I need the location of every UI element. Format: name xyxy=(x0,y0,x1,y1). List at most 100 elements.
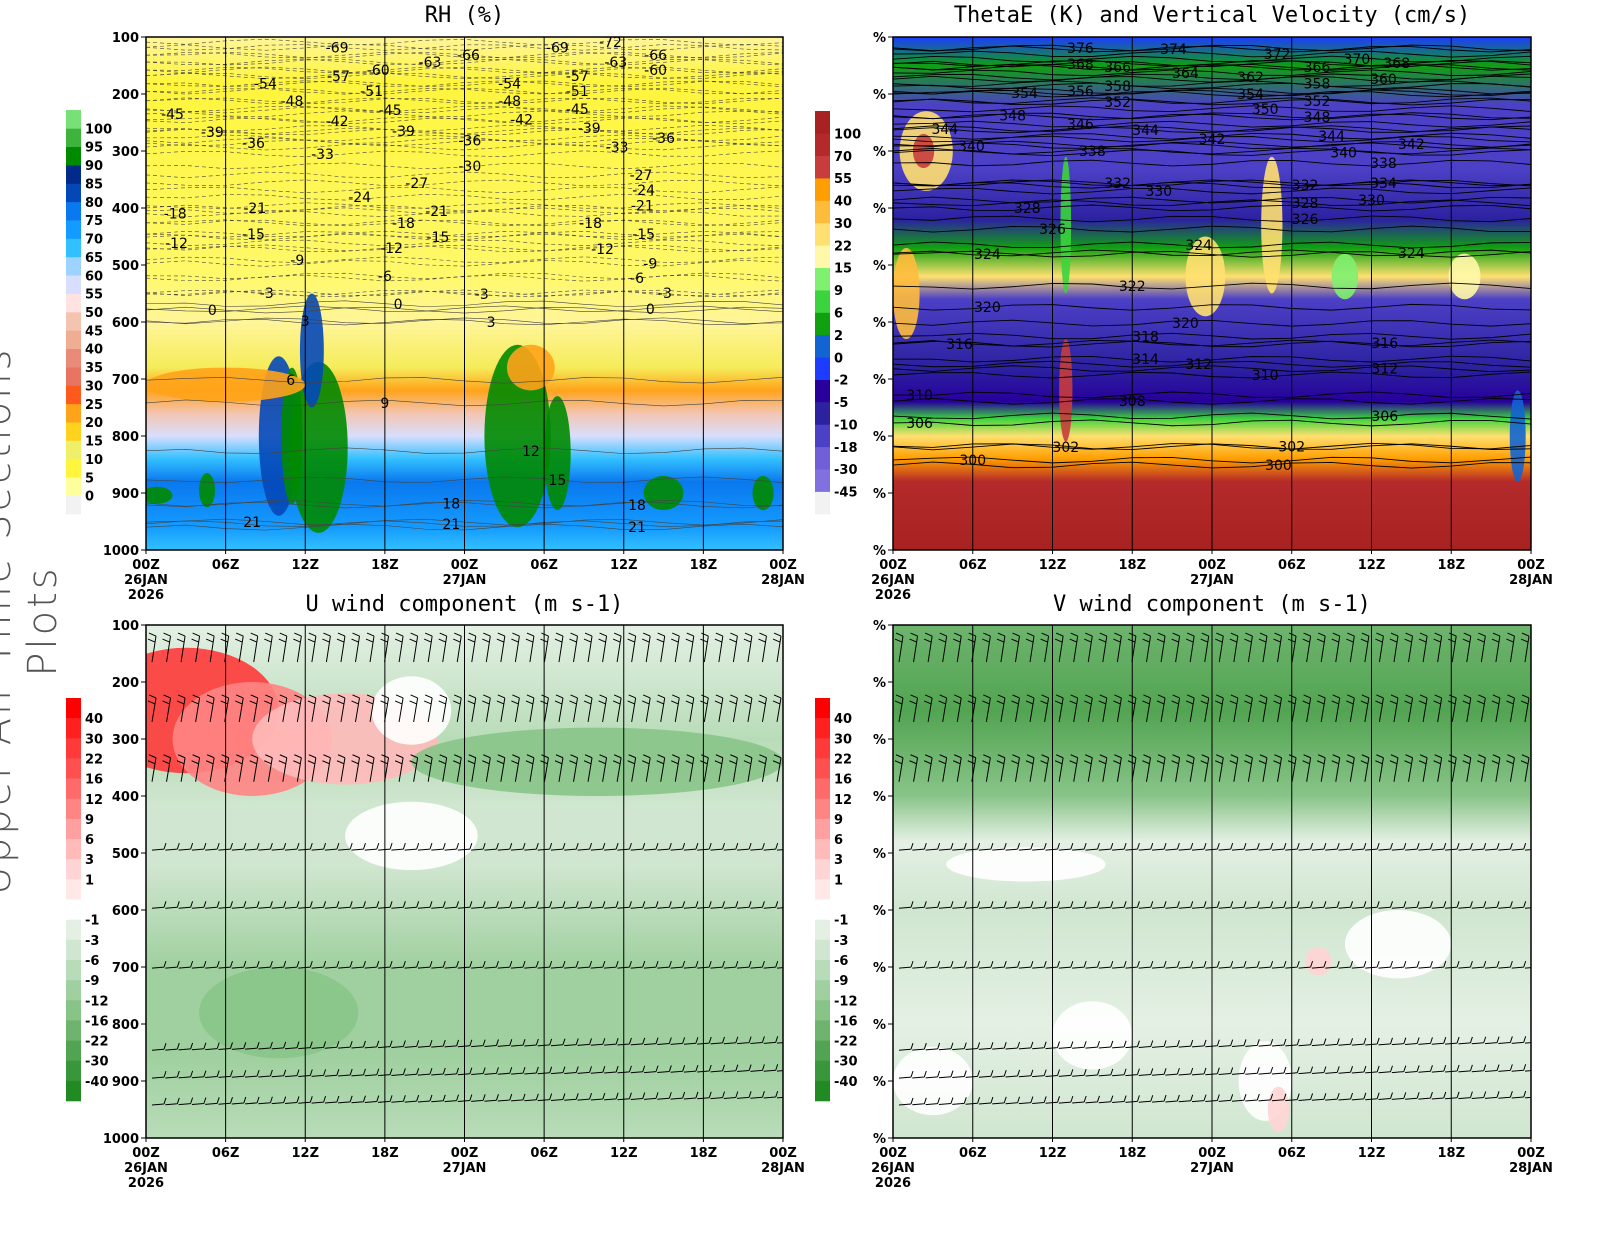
wind-barb xyxy=(324,1095,340,1104)
wind-barb xyxy=(1142,694,1151,722)
wind-barb xyxy=(1191,842,1207,851)
wind-barb xyxy=(1165,1040,1180,1048)
wind-barb xyxy=(1431,1064,1447,1073)
colorbar-label: 75 xyxy=(85,214,103,229)
field xyxy=(146,625,783,1138)
colorbar-swatch xyxy=(815,798,830,820)
wind-barb xyxy=(925,1097,941,1106)
contour-label: -18 xyxy=(579,216,602,232)
wind-barb xyxy=(1205,1067,1220,1076)
wind-barb xyxy=(750,842,765,851)
wind-barb xyxy=(630,901,646,909)
wind-barb xyxy=(1273,754,1283,782)
wind-barb xyxy=(1005,1096,1021,1105)
wind-barb xyxy=(1498,901,1513,909)
wind-barb xyxy=(630,1037,646,1046)
colorbar-label: 90 xyxy=(85,159,103,174)
wind-barb xyxy=(417,1040,433,1048)
y-tick-label: % xyxy=(873,904,886,919)
wind-barb xyxy=(431,1039,446,1048)
contour-label: 300 xyxy=(1265,458,1292,474)
colorbar-label: 3 xyxy=(834,853,843,868)
wind-barb xyxy=(1273,694,1283,722)
contour-line xyxy=(146,87,783,95)
wind-barb xyxy=(978,1070,994,1078)
contour-label: 360 xyxy=(1370,72,1397,88)
colorbar-swatch xyxy=(815,267,830,291)
wind-barb xyxy=(165,901,180,909)
wind-barb xyxy=(1484,1064,1500,1073)
wind-barb xyxy=(497,842,513,851)
wind-barb xyxy=(1346,754,1355,782)
field-region xyxy=(146,486,173,504)
wind-barb xyxy=(151,960,167,969)
y-tick-label: % xyxy=(873,961,886,976)
wind-barb xyxy=(497,1067,513,1075)
wind-barb xyxy=(271,960,287,969)
wind-barb xyxy=(298,960,313,969)
y-tick-label: 900 xyxy=(112,487,139,502)
wind-barb xyxy=(772,632,782,663)
wind-barb xyxy=(364,960,380,969)
wind-barb xyxy=(409,754,419,782)
colorbar-label: 2 xyxy=(834,329,843,344)
wind-barb xyxy=(598,632,608,663)
contour-label: 21 xyxy=(442,517,460,533)
x-tick-label: 00Z xyxy=(879,1146,907,1161)
wind-barb xyxy=(965,1042,981,1050)
wind-barb xyxy=(307,632,317,663)
wind-barb xyxy=(923,754,933,782)
wind-barb xyxy=(205,694,215,722)
contour-label: -3 xyxy=(260,286,274,302)
contour-label: -21 xyxy=(631,199,654,215)
y-tick-label: 400 xyxy=(112,790,139,805)
y-tick-label: % xyxy=(873,373,886,388)
wind-barb xyxy=(992,1096,1007,1105)
wind-barb xyxy=(1258,842,1274,851)
wind-barb xyxy=(923,694,933,722)
wind-barb xyxy=(1018,1069,1034,1078)
x-tick-label: 12Z xyxy=(1358,1146,1386,1161)
wind-barb xyxy=(338,1095,353,1104)
contour-label: -33 xyxy=(311,147,334,163)
contour-label: 350 xyxy=(1252,102,1279,118)
wind-barb xyxy=(1316,754,1326,782)
contour-label: -9 xyxy=(643,256,657,272)
wind-barb xyxy=(1506,754,1515,782)
wind-barb xyxy=(996,694,1006,722)
field-region xyxy=(199,473,216,508)
colorbar-label: -40 xyxy=(834,1075,858,1090)
wind-barb xyxy=(176,694,186,722)
wind-barb xyxy=(351,694,360,722)
wind-barb xyxy=(453,632,462,663)
wind-barb xyxy=(1138,960,1154,969)
wind-barb xyxy=(1524,1070,1531,1072)
colorbar-swatch xyxy=(815,446,830,470)
wind-barb xyxy=(1112,1068,1127,1077)
wind-barb xyxy=(1351,901,1367,909)
contour-line xyxy=(146,110,783,118)
colorbar-label: 9 xyxy=(85,813,94,828)
wind-barb xyxy=(351,842,366,851)
wind-barb xyxy=(763,1036,779,1044)
x-tick-label: 18Z xyxy=(1437,1146,1465,1161)
colorbar-swatch xyxy=(66,839,81,860)
wind-barb xyxy=(278,754,288,782)
wind-barb xyxy=(1258,1066,1274,1075)
colorbar-label: 95 xyxy=(85,141,103,156)
wind-barb xyxy=(953,754,962,782)
wind-barb xyxy=(1331,632,1341,663)
y-tick-label: % xyxy=(873,1132,886,1147)
contour-line xyxy=(146,290,783,298)
wind-barb xyxy=(898,960,914,969)
contour-label: 328 xyxy=(1014,201,1041,217)
wind-barb xyxy=(657,1092,672,1100)
wind-barb xyxy=(378,1095,393,1103)
field-region xyxy=(281,367,303,505)
wind-barb xyxy=(1025,754,1035,782)
wind-barb xyxy=(1511,901,1527,909)
wind-barb xyxy=(1244,754,1253,782)
contour-label: 356 xyxy=(1067,84,1094,100)
wind-barb xyxy=(1040,754,1050,782)
wind-barb xyxy=(1045,1041,1060,1050)
